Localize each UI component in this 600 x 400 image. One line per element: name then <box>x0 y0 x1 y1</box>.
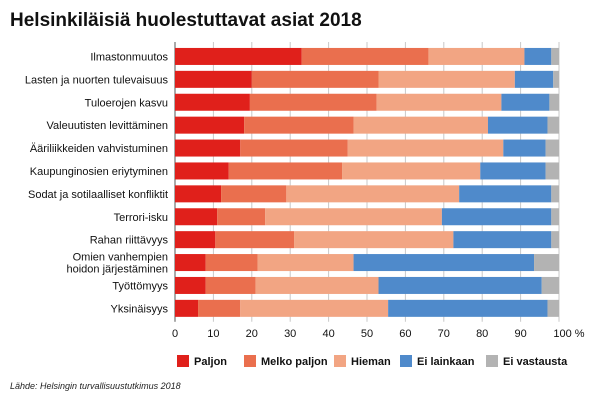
bar-segment <box>251 70 379 88</box>
bar-segment <box>255 276 379 294</box>
bar-segment <box>175 93 250 111</box>
bar-segment <box>547 116 559 134</box>
bar-segment <box>347 139 504 157</box>
bar-segment <box>428 47 525 65</box>
legend-swatch <box>177 355 189 367</box>
bar-segment <box>175 276 206 294</box>
bar-segment <box>549 93 559 111</box>
legend-label: Paljon <box>194 356 227 368</box>
bar-segment <box>249 93 377 111</box>
bar-segment <box>217 208 266 226</box>
legend-label: Hieman <box>351 356 391 368</box>
legend-swatch <box>334 355 346 367</box>
legend-swatch <box>244 355 256 367</box>
x-tick-label: 30 <box>284 328 296 340</box>
bar-segment <box>551 231 559 249</box>
x-tick-label: 0 <box>172 328 178 340</box>
category-label: Ilmastonmuutos <box>90 51 168 63</box>
x-tick-label: 100 % <box>553 328 584 340</box>
bar-segment <box>524 47 552 65</box>
category-label: Sodat ja sotilaalliset konfliktit <box>28 189 168 201</box>
bar-segment <box>353 254 535 272</box>
bar-segment <box>175 254 206 272</box>
x-tick-label: 10 <box>207 328 219 340</box>
bar-segment <box>240 139 348 157</box>
bar-segment <box>376 93 502 111</box>
bar-segment <box>459 185 552 203</box>
bar-segment <box>551 185 559 203</box>
bar-segment <box>205 254 258 272</box>
bar-segment <box>487 116 548 134</box>
bar-segment <box>353 116 488 134</box>
bar-segment <box>244 116 354 134</box>
bar-segment <box>541 276 559 294</box>
bar-segment <box>388 299 548 317</box>
category-label: Tuloerojen kasvu <box>85 97 168 109</box>
category-label: Valeuutisten levittäminen <box>47 120 168 132</box>
bar-segment <box>215 231 295 249</box>
bar-segment <box>514 70 554 88</box>
category-label: Työttömyys <box>112 280 168 292</box>
bar-segment <box>175 116 245 134</box>
category-label: Kaupunginosien eriytyminen <box>30 166 168 178</box>
bar-segment <box>501 93 550 111</box>
legend-label: Melko paljon <box>261 356 328 368</box>
legend-label: Ei lainkaan <box>417 356 475 368</box>
category-label: Lasten ja nuorten tulevaisuus <box>25 74 169 86</box>
bar-segment <box>545 162 559 180</box>
bar-segment <box>175 208 218 226</box>
bar-segment <box>175 299 199 317</box>
bar-segment <box>301 47 429 65</box>
legend-label: Ei vastausta <box>503 356 568 368</box>
bar-segment <box>198 299 241 317</box>
x-tick-label: 80 <box>476 328 488 340</box>
bar-segment <box>175 231 216 249</box>
bar-segment <box>175 70 252 88</box>
source-note: Lähde: Helsingin turvallisuustutkimus 20… <box>10 381 181 391</box>
bar-segment <box>228 162 343 180</box>
legend-swatch <box>486 355 498 367</box>
bar-segment <box>547 299 559 317</box>
bar-segment <box>503 139 546 157</box>
category-label-line: hoidon järjestäminen <box>66 264 168 276</box>
x-tick-label: 40 <box>322 328 334 340</box>
bar-segment <box>294 231 454 249</box>
x-tick-label: 50 <box>361 328 373 340</box>
bar-segment <box>441 208 552 226</box>
bar-segment <box>265 208 442 226</box>
bar-segment <box>205 276 256 294</box>
bar-segment <box>175 47 302 65</box>
bar-segment <box>378 70 515 88</box>
legend-swatch <box>400 355 412 367</box>
x-tick-label: 90 <box>514 328 526 340</box>
category-label: Omien vanhempien hoidon järjestäminen <box>66 252 168 276</box>
chart-title: Helsinkiläisiä huolestuttavat asiat 2018 <box>10 10 362 31</box>
bar-segment <box>342 162 481 180</box>
category-label: Terrori-isku <box>114 212 168 224</box>
bar-segment <box>175 139 241 157</box>
bar-segment <box>286 185 460 203</box>
category-label-line: Omien vanhempien <box>73 252 168 264</box>
bar-segment <box>240 299 389 317</box>
bar-segment <box>453 231 552 249</box>
x-tick-label: 60 <box>399 328 411 340</box>
bar-segment <box>551 47 559 65</box>
bar-segment <box>175 162 229 180</box>
bar-segment <box>553 70 559 88</box>
category-label: Yksinäisyys <box>111 303 169 315</box>
x-tick-label: 20 <box>246 328 258 340</box>
bar-segment <box>257 254 354 272</box>
bar-segment <box>221 185 287 203</box>
bar-segment <box>534 254 559 272</box>
category-label: Rahan riittävyys <box>90 235 169 247</box>
bar-segment <box>175 185 222 203</box>
bar-segment <box>545 139 559 157</box>
category-label: Ääriliikkeiden vahvistuminen <box>30 143 168 155</box>
bar-segment <box>551 208 559 226</box>
bar-segment <box>378 276 542 294</box>
bar-segment <box>480 162 546 180</box>
x-tick-label: 70 <box>438 328 450 340</box>
